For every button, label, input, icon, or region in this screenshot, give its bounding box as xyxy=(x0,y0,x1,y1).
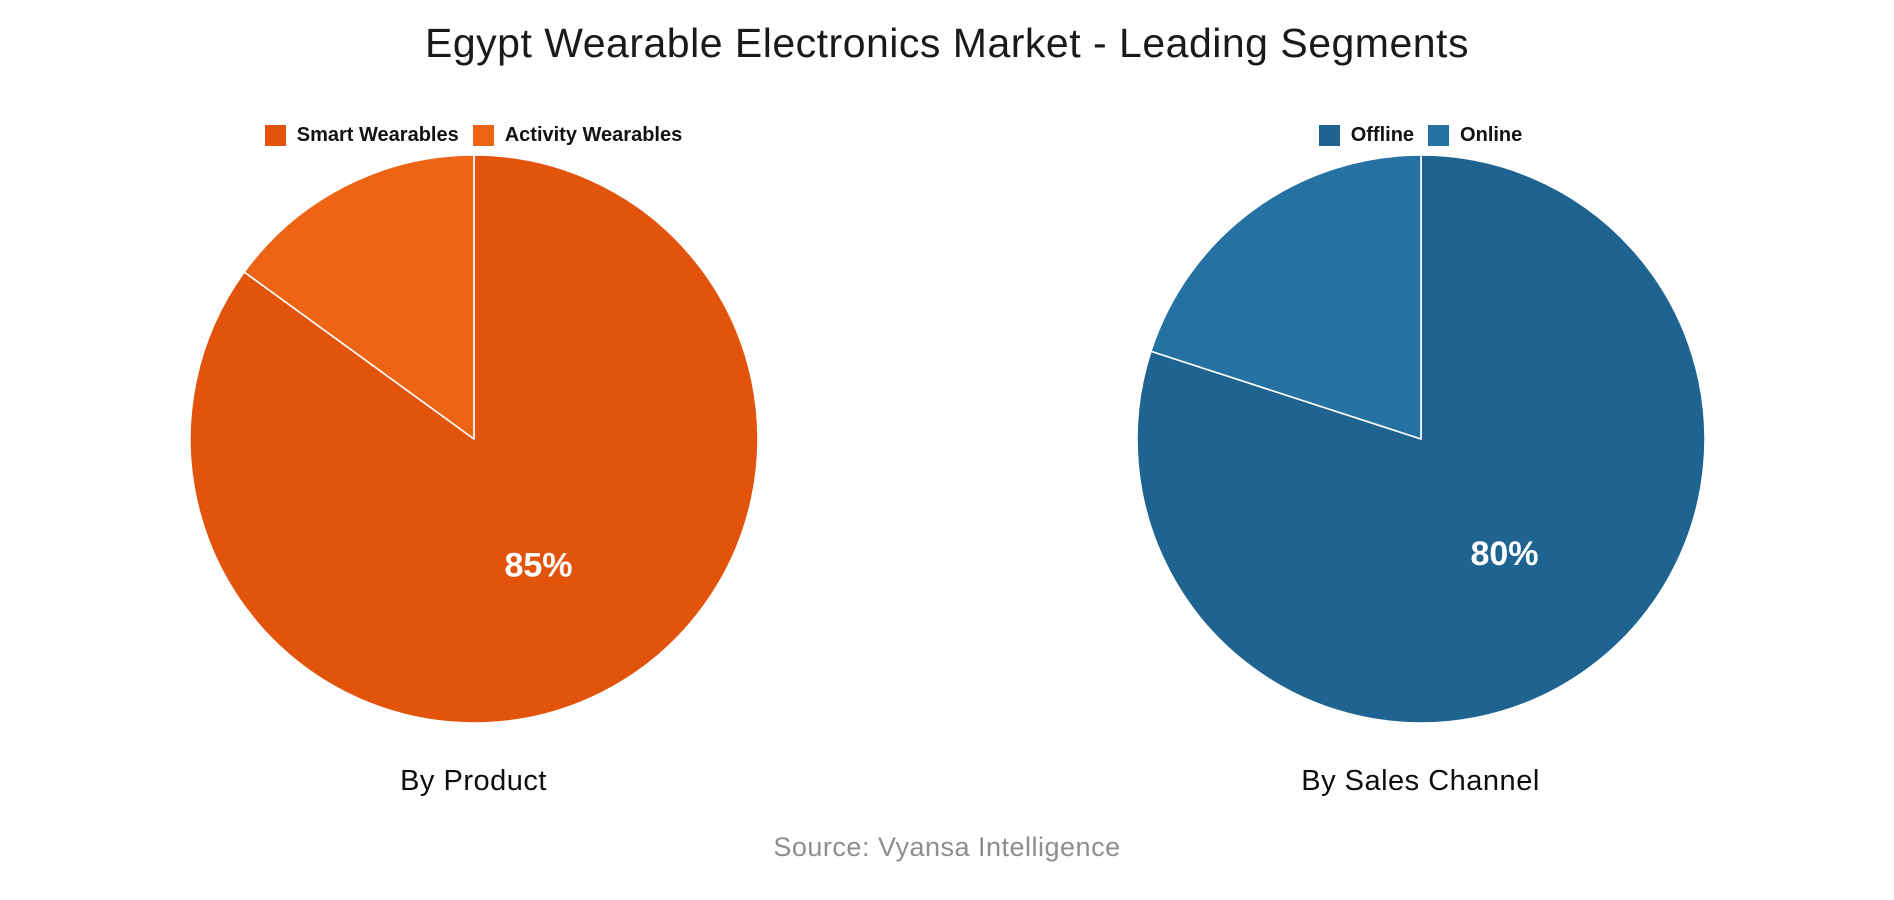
legend-by-product: Smart Wearables Activity Wearables xyxy=(264,123,683,147)
legend-swatch-icon xyxy=(472,124,494,146)
pie-chart-by-sales-channel: 80% xyxy=(1135,154,1706,724)
chart-caption-by-product: By Product xyxy=(400,765,547,798)
chart-caption-by-sales-channel: By Sales Channel xyxy=(1301,765,1540,798)
pie-chart-by-product: 85% xyxy=(188,154,759,724)
slice-value-label: 80% xyxy=(1470,535,1538,573)
legend-item-activity-wearables: Activity Wearables xyxy=(472,123,683,147)
legend-by-sales-channel: Offline Online xyxy=(1318,123,1522,147)
legend-item-offline: Offline xyxy=(1318,123,1415,147)
legend-label: Online xyxy=(1460,123,1523,146)
legend-swatch-icon xyxy=(264,124,286,146)
pie-slice-online xyxy=(1149,154,1422,440)
charts-row: Smart Wearables Activity Wearables 85% By… xyxy=(0,67,1894,798)
source-text: Source: Vyansa Intelligence xyxy=(773,832,1121,863)
legend-item-smart-wearables: Smart Wearables xyxy=(264,123,459,147)
legend-item-online: Online xyxy=(1428,124,1522,147)
chart-panel-by-sales-channel: Offline Online 80% By Sales Channel xyxy=(947,67,1894,798)
legend-swatch-icon xyxy=(1428,124,1450,146)
slice-value-label: 85% xyxy=(504,547,572,585)
legend-label: Offline xyxy=(1350,123,1415,146)
chart-panel-by-product: Smart Wearables Activity Wearables 85% By… xyxy=(0,67,947,798)
legend-swatch-icon xyxy=(1318,124,1340,146)
pie-slice-activity-wearables xyxy=(242,154,475,440)
legend-label: Smart Wearables xyxy=(296,123,459,146)
legend-label: Activity Wearables xyxy=(504,123,683,146)
figure-title: Egypt Wearable Electronics Market - Lead… xyxy=(425,20,1469,66)
